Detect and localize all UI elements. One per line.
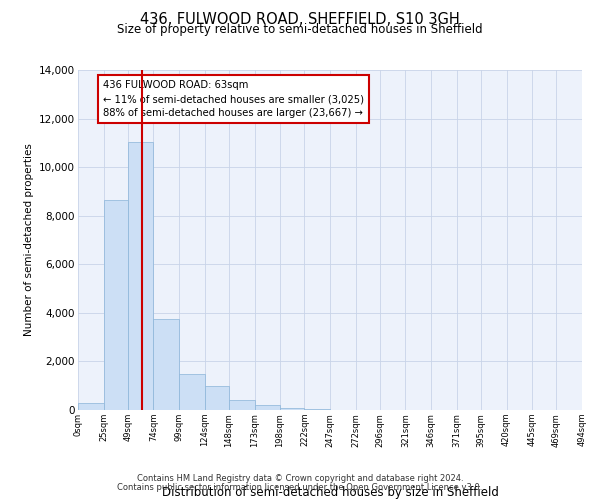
Bar [205, 386, 229, 410]
Bar [154, 319, 179, 410]
Bar [229, 400, 254, 410]
Text: Contains public sector information licensed under the Open Government Licence v3: Contains public sector information licen… [118, 483, 482, 492]
Text: 436 FULWOOD ROAD: 63sqm
← 11% of semi-detached houses are smaller (3,025)
88% of: 436 FULWOOD ROAD: 63sqm ← 11% of semi-de… [103, 80, 364, 118]
Bar [179, 374, 205, 410]
Bar [280, 408, 304, 410]
Text: 436, FULWOOD ROAD, SHEFFIELD, S10 3GH: 436, FULWOOD ROAD, SHEFFIELD, S10 3GH [140, 12, 460, 28]
X-axis label: Distribution of semi-detached houses by size in Sheffield: Distribution of semi-detached houses by … [161, 486, 499, 498]
Bar [304, 409, 330, 410]
Y-axis label: Number of semi-detached properties: Number of semi-detached properties [23, 144, 34, 336]
Bar [254, 405, 280, 410]
Text: Size of property relative to semi-detached houses in Sheffield: Size of property relative to semi-detach… [117, 22, 483, 36]
Bar [104, 200, 128, 410]
Bar [78, 402, 104, 410]
Bar [128, 142, 154, 410]
Text: Contains HM Land Registry data © Crown copyright and database right 2024.: Contains HM Land Registry data © Crown c… [137, 474, 463, 483]
